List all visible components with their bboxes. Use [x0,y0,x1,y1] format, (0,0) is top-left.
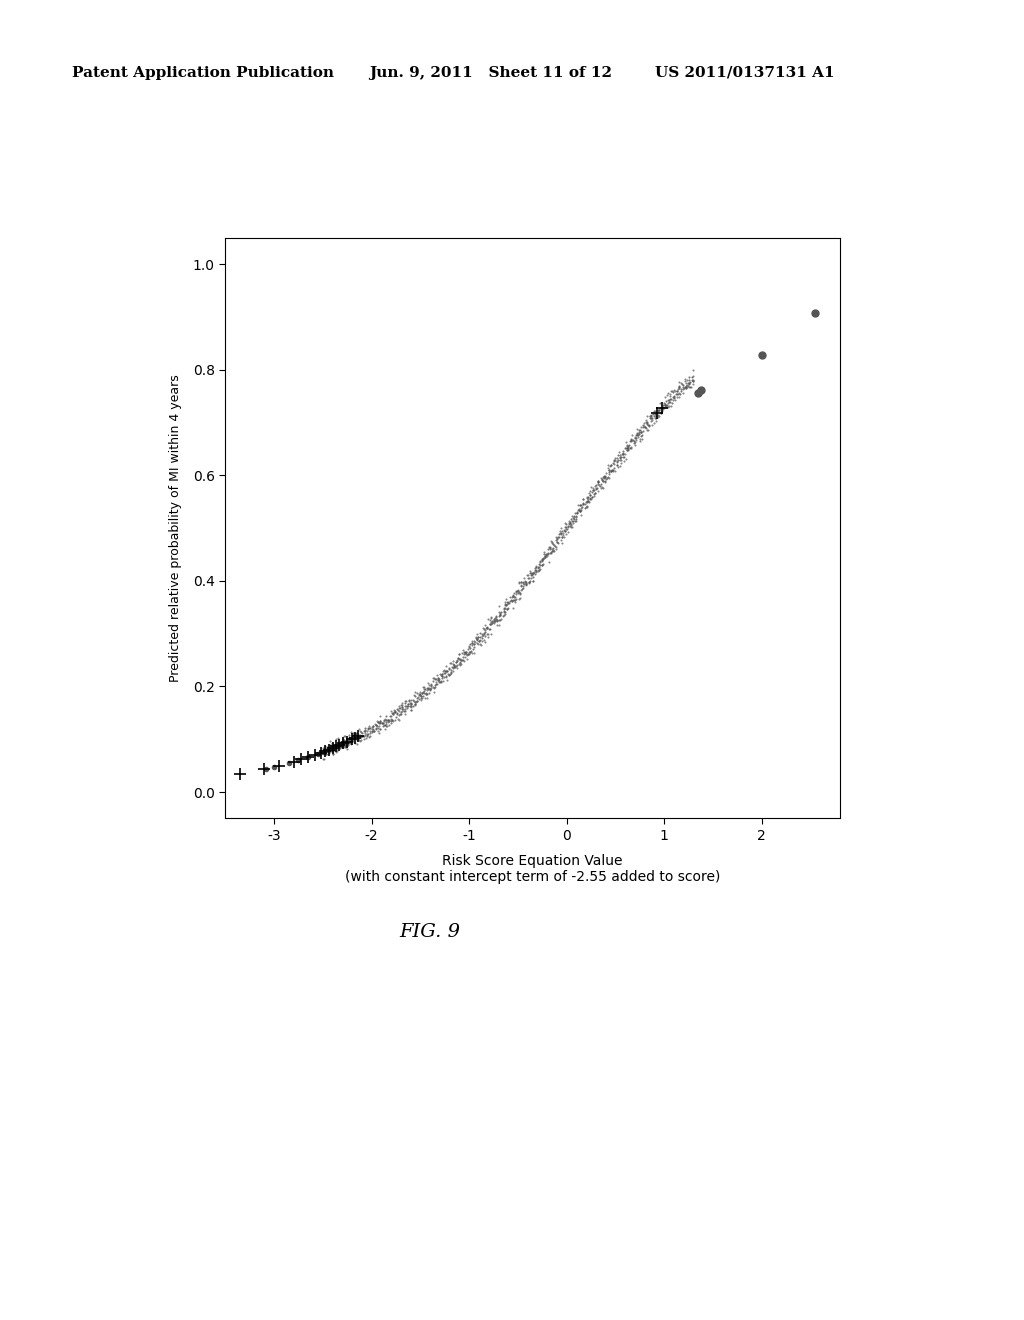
X-axis label: Risk Score Equation Value
(with constant intercept term of -2.55 added to score): Risk Score Equation Value (with constant… [345,854,720,884]
Text: US 2011/0137131 A1: US 2011/0137131 A1 [655,66,835,79]
Text: Jun. 9, 2011   Sheet 11 of 12: Jun. 9, 2011 Sheet 11 of 12 [369,66,611,79]
Text: FIG. 9: FIG. 9 [399,923,461,941]
Y-axis label: Predicted relative probability of MI within 4 years: Predicted relative probability of MI wit… [169,374,181,682]
Text: Patent Application Publication: Patent Application Publication [72,66,334,79]
